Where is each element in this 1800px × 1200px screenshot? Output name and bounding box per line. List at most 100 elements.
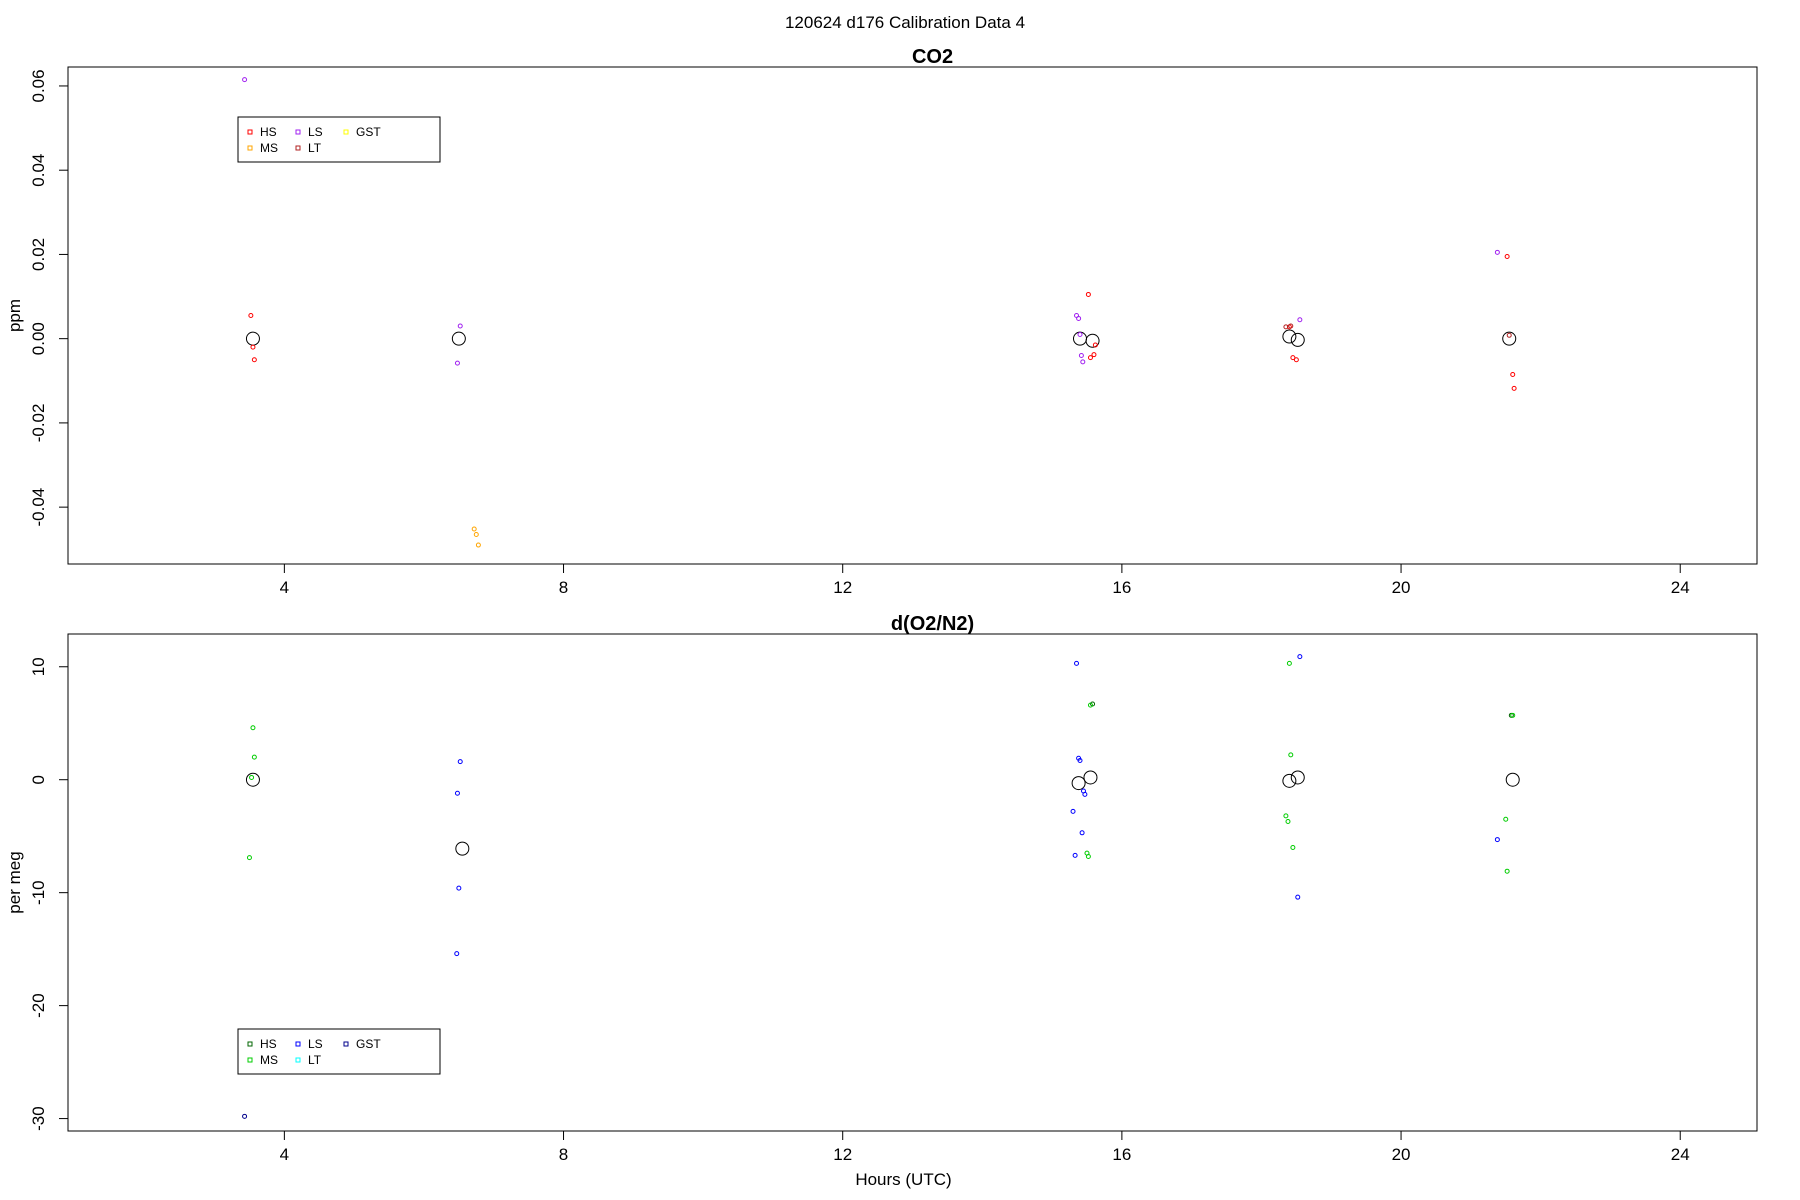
co2-y-tick-label: -0.02 — [29, 404, 48, 443]
o2n2-legend-label-lt: LT — [308, 1053, 322, 1067]
co2-point-ls — [1297, 317, 1303, 323]
o2n2-point-ms — [1285, 819, 1291, 825]
co2-x-tick-label: 8 — [559, 578, 568, 597]
co2-point-hs — [250, 344, 256, 350]
co2-title: CO2 — [912, 46, 953, 68]
o2n2-title: d(O2/N2) — [891, 613, 974, 635]
o2n2-mean-marker — [1290, 770, 1305, 785]
o2n2-point-ls — [1070, 808, 1076, 814]
co2-y-tick-label: 0.06 — [29, 69, 48, 102]
o2n2-mean-marker — [1282, 773, 1297, 788]
o2n2-legend-swatch-ms — [247, 1057, 253, 1063]
o2n2-x-tick-label: 12 — [833, 1145, 852, 1164]
o2n2-mean-marker — [245, 772, 260, 787]
co2-legend-swatch-ls — [295, 129, 301, 135]
o2n2-point-ms — [1510, 712, 1516, 718]
co2-y-axis-label: ppm — [5, 299, 24, 332]
co2-legend-swatch-lt — [295, 145, 301, 151]
o2n2-point-ls — [1079, 830, 1085, 836]
o2n2-x-tick-label: 4 — [280, 1145, 289, 1164]
o2n2-legend: HS MS LS LT GST — [237, 1028, 441, 1075]
o2n2-point-ms — [1503, 816, 1509, 822]
co2-y-tick-label: 0.00 — [29, 322, 48, 355]
co2-point-hs — [1504, 254, 1510, 260]
o2n2-legend-swatch-ls — [295, 1041, 301, 1047]
co2-x-tick-label: 16 — [1112, 578, 1131, 597]
o2n2-legend-swatch-gst — [343, 1041, 349, 1047]
co2-point-ls — [1077, 331, 1083, 337]
co2-point-hs — [1290, 355, 1296, 361]
co2-point-hs — [251, 357, 257, 363]
co2-mean-marker — [1290, 332, 1305, 347]
o2n2-legend-swatch-lt — [295, 1057, 301, 1063]
co2-point-ms — [473, 532, 479, 538]
o2n2-point-ms — [1290, 844, 1296, 850]
o2n2-point-ms — [1087, 702, 1093, 708]
co2-panel: CO2 4 8 12 16 20 24 -0.04 -0.02 0.00 0.02 0.04 0.06 p… — [5, 46, 1758, 597]
co2-mean-marker — [451, 331, 466, 346]
co2-point-hs — [1085, 291, 1091, 297]
o2n2-y-axis-label: per meg — [5, 851, 24, 913]
co2-point-hs — [1293, 357, 1299, 363]
co2-legend-label-ms: MS — [260, 141, 278, 155]
page-title: 120624 d176 Calibration Data 4 — [785, 13, 1025, 32]
co2-point-lt — [1506, 332, 1512, 338]
co2-point-hs — [1091, 352, 1097, 358]
co2-plot-frame — [67, 66, 1758, 565]
o2n2-point-ls — [1077, 758, 1083, 764]
o2n2-point-ms — [1504, 868, 1510, 874]
o2n2-point-ms — [1286, 660, 1292, 666]
co2-point-ls — [1494, 249, 1500, 255]
co2-legend-label-ls: LS — [308, 125, 323, 139]
co2-legend-label-lt: LT — [308, 141, 322, 155]
o2n2-point-ls — [1072, 852, 1078, 858]
o2n2-point-ls — [1082, 791, 1088, 797]
o2n2-mean-marker — [1083, 770, 1098, 785]
o2n2-mean-marker — [1071, 776, 1086, 791]
co2-x-tick-label: 12 — [833, 578, 852, 597]
o2n2-point-ls — [457, 759, 463, 765]
o2n2-y-tick-label: -10 — [29, 880, 48, 905]
co2-point-ls — [1080, 359, 1086, 365]
co2-point-ls — [242, 77, 248, 83]
o2n2-point-ls — [454, 951, 460, 957]
co2-legend-swatch-gst — [343, 129, 349, 135]
co2-mean-marker — [1073, 331, 1088, 346]
co2-x-tick-label: 4 — [280, 578, 289, 597]
o2n2-point-ms — [1085, 854, 1091, 860]
co2-point-ls — [457, 323, 463, 329]
co2-point-lt — [1283, 324, 1289, 330]
co2-mean-marker — [1085, 333, 1100, 348]
o2n2-x-tick-label: 20 — [1392, 1145, 1411, 1164]
co2-point-hs — [1511, 385, 1517, 391]
o2n2-point-ms — [1288, 752, 1294, 758]
o2n2-point-gst — [242, 1113, 248, 1119]
co2-legend-label-gst: GST — [356, 125, 381, 139]
o2n2-point-ls — [456, 885, 462, 891]
co2-x-tick-label: 24 — [1671, 578, 1690, 597]
o2n2-point-ls — [454, 790, 460, 796]
co2-point-hs — [1087, 355, 1093, 361]
co2-point-ls — [454, 360, 460, 366]
co2-mean-marker — [1282, 329, 1297, 344]
co2-legend-box — [237, 116, 441, 163]
o2n2-x-tick-label: 24 — [1671, 1145, 1690, 1164]
co2-y-tick-label: 0.04 — [29, 154, 48, 187]
o2n2-x-axis-label: Hours (UTC) — [855, 1170, 951, 1189]
co2-point-ms — [471, 526, 477, 532]
o2n2-point-ms — [1283, 813, 1289, 819]
co2-x-tick-label: 20 — [1392, 578, 1411, 597]
o2n2-legend-label-ls: LS — [308, 1037, 323, 1051]
o2n2-y-tick-label: -30 — [29, 1106, 48, 1131]
o2n2-legend-label-gst: GST — [356, 1037, 381, 1051]
o2n2-mean-marker — [1505, 772, 1520, 787]
o2n2-legend-box — [237, 1028, 441, 1075]
o2n2-panel: d(O2/N2) 4 8 12 16 20 24 -30 -20 -10 0 10 per meg Hou… — [5, 613, 1758, 1189]
o2n2-point-ms — [251, 754, 257, 760]
o2n2-point-ls — [1494, 837, 1500, 843]
o2n2-y-tick-label: 10 — [29, 657, 48, 676]
co2-legend-swatch-ms — [247, 145, 253, 151]
o2n2-legend-swatch-hs — [247, 1041, 253, 1047]
o2n2-x-tick-label: 16 — [1112, 1145, 1131, 1164]
